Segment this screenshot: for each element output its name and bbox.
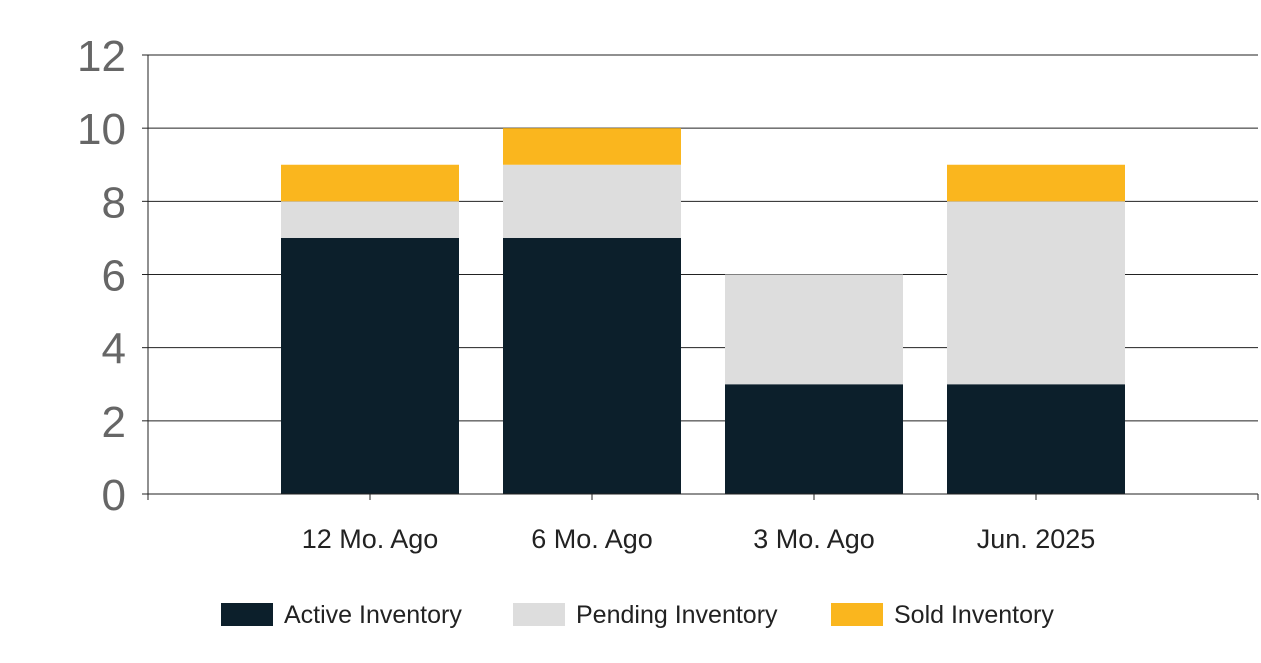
legend-swatch bbox=[513, 603, 565, 626]
x-tick-label: 3 Mo. Ago bbox=[753, 524, 875, 554]
bar-segment-pending-inventory bbox=[725, 274, 903, 385]
y-tick-label: 10 bbox=[77, 105, 126, 154]
x-tick-label: Jun. 2025 bbox=[977, 524, 1096, 554]
bar-segment-active-inventory bbox=[503, 237, 681, 494]
bar-segment-sold-inventory bbox=[281, 164, 459, 202]
bar-segment-active-inventory bbox=[281, 237, 459, 494]
legend-label: Active Inventory bbox=[284, 601, 462, 629]
bar-segment-active-inventory bbox=[725, 384, 903, 494]
bar-segment-pending-inventory bbox=[281, 201, 459, 238]
x-tick-label: 6 Mo. Ago bbox=[531, 524, 653, 554]
bars bbox=[281, 128, 1125, 494]
y-tick-label: 0 bbox=[102, 471, 126, 520]
legend-label: Sold Inventory bbox=[894, 601, 1054, 629]
bar-segment-sold-inventory bbox=[947, 164, 1125, 202]
y-tick-label: 8 bbox=[102, 178, 126, 227]
y-tick-label: 4 bbox=[102, 325, 126, 374]
legend-swatch bbox=[831, 603, 883, 626]
x-axis bbox=[147, 55, 1259, 500]
legend-swatch bbox=[221, 603, 273, 626]
bar-segment-sold-inventory bbox=[503, 128, 681, 165]
bar-segment-pending-inventory bbox=[947, 201, 1125, 385]
y-tick-label: 6 bbox=[102, 252, 126, 301]
legend-label: Pending Inventory bbox=[576, 601, 778, 629]
y-axis-ticks: 0 2 4 6 8 10 12 bbox=[77, 32, 126, 520]
bar-segment-active-inventory bbox=[947, 384, 1125, 494]
bar-segment-pending-inventory bbox=[503, 164, 681, 238]
legend: Active Inventory Pending Inventory Sold In… bbox=[221, 601, 1054, 629]
x-tick-label: 12 Mo. Ago bbox=[302, 524, 439, 554]
y-tick-label: 12 bbox=[77, 32, 126, 81]
x-axis-ticks: 12 Mo. Ago 6 Mo. Ago 3 Mo. Ago Jun. 2025 bbox=[302, 524, 1096, 554]
y-tick-label: 2 bbox=[102, 398, 126, 447]
